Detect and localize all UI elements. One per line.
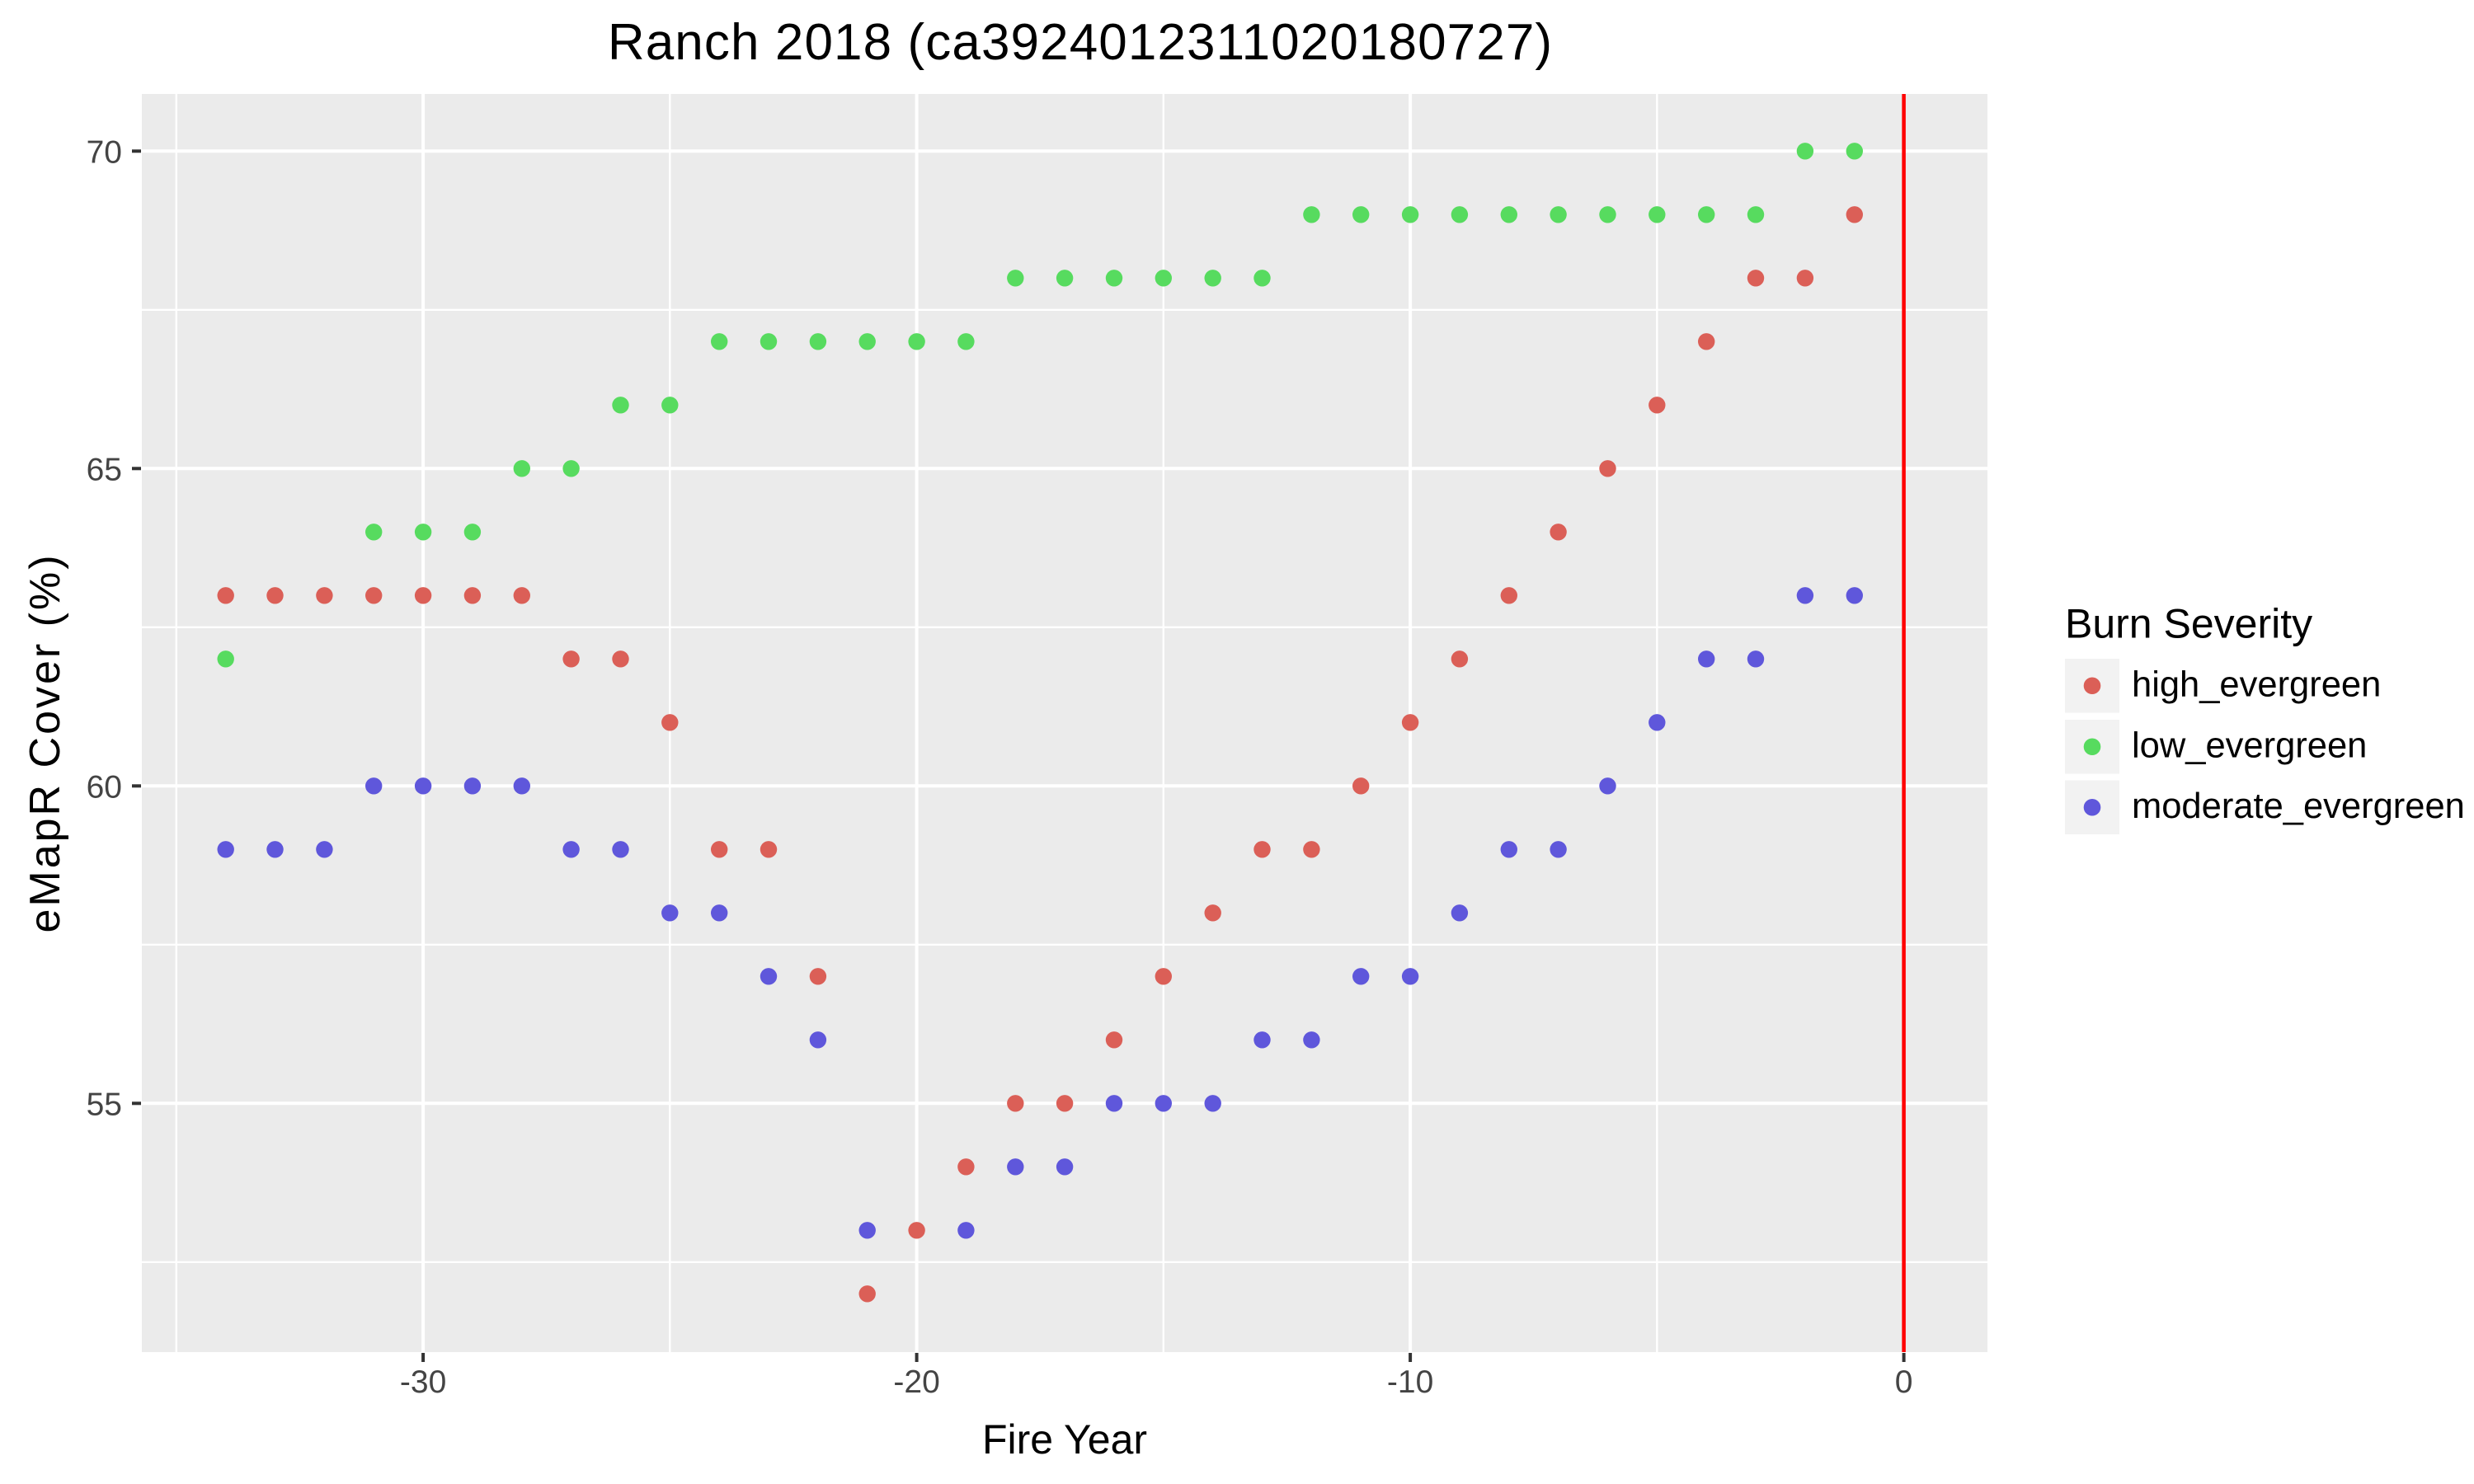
svg-text:high_evergreen: high_evergreen: [2132, 665, 2381, 705]
svg-text:60: 60: [87, 769, 122, 805]
svg-text:Burn Severity: Burn Severity: [2065, 601, 2312, 647]
svg-text:0: 0: [1895, 1364, 1913, 1400]
svg-text:eMapR Cover (%): eMapR Cover (%): [21, 552, 69, 932]
svg-text:Fire Year: Fire Year: [982, 1416, 1147, 1463]
svg-text:Ranch 2018 (ca3924012311020180: Ranch 2018 (ca3924012311020180727): [608, 14, 1553, 71]
svg-text:-20: -20: [893, 1364, 939, 1400]
svg-text:70: 70: [87, 134, 122, 170]
svg-text:55: 55: [87, 1087, 122, 1122]
svg-text:moderate_evergreen: moderate_evergreen: [2132, 787, 2465, 826]
svg-text:-10: -10: [1387, 1364, 1433, 1400]
svg-text:-30: -30: [400, 1364, 446, 1400]
svg-text:low_evergreen: low_evergreen: [2132, 726, 2367, 766]
svg-text:65: 65: [87, 452, 122, 487]
